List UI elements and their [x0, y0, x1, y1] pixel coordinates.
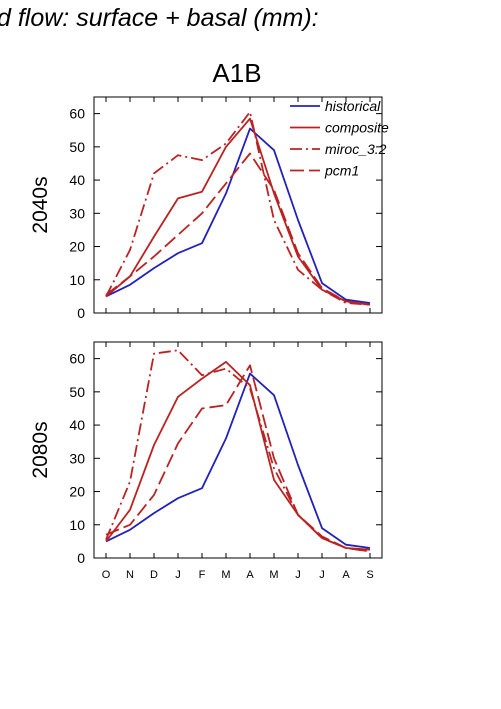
panel-2080s-plot: 0 10 20 30 40 50 60 — [69, 341, 383, 566]
y-tick-label: 30 — [69, 205, 85, 221]
series-line-composite-2080s — [105, 360, 371, 551]
legend-label-miroc_3.2: miroc_3.2 — [325, 141, 387, 157]
y-tick-label: 40 — [69, 417, 85, 433]
x-tick-label: D — [150, 569, 158, 581]
panel-2040s-frame — [93, 96, 383, 314]
scenario-title: A1B — [212, 58, 261, 88]
panel-2080s-ylabel: 2080s — [29, 421, 52, 478]
series-line-miroc_3.2-2080s — [105, 349, 371, 553]
panel-2040s-ylabel: 2040s — [29, 176, 52, 233]
series-line-miroc_3.2-2040s — [105, 111, 371, 306]
x-tick-label: A — [342, 569, 350, 581]
y-tick-label: 0 — [77, 550, 85, 566]
y-tick-label: 10 — [69, 272, 85, 288]
x-tick-label: M — [269, 569, 278, 581]
series-line-pcm1-2040s — [105, 152, 371, 306]
x-tick-label: M — [221, 569, 230, 581]
panel-2040s-plot: 0 10 20 30 40 50 60 — [69, 96, 383, 321]
x-tick-label: J — [319, 569, 325, 581]
x-tick-label: J — [295, 569, 301, 581]
y-tick-label: 30 — [69, 450, 85, 466]
legend-label-pcm1: pcm1 — [324, 163, 359, 179]
y-tick-label: 50 — [69, 139, 85, 155]
x-tick-label: A — [246, 569, 254, 581]
panel-2080s: 2080s 0 10 20 30 40 50 60 O N D J F M A M J J A S — [29, 341, 383, 581]
legend: historical composite miroc_3.2 pcm1 — [290, 98, 389, 179]
y-tick-label: 10 — [69, 517, 85, 533]
series-line-pcm1-2080s — [105, 364, 371, 553]
y-tick-label: 50 — [69, 384, 85, 400]
legend-label-composite: composite — [325, 120, 389, 136]
x-tick-label: O — [102, 569, 111, 581]
legend-label-historical: historical — [325, 98, 381, 114]
x-tick-label: J — [175, 569, 181, 581]
series-line-historical-2040s — [105, 127, 371, 304]
y-tick-label: 60 — [69, 351, 85, 367]
figure-title: d flow: surface + basal (mm): — [0, 4, 319, 32]
y-tick-label: 20 — [69, 239, 85, 255]
y-tick-label: 40 — [69, 172, 85, 188]
x-tick-label: F — [199, 569, 206, 581]
y-tick-label: 20 — [69, 484, 85, 500]
y-tick-label: 60 — [69, 106, 85, 122]
series-line-historical-2080s — [105, 372, 371, 549]
x-tick-label: S — [366, 569, 373, 581]
y-tick-label: 0 — [77, 305, 85, 321]
panel-2040s: 2040s 0 10 20 30 40 50 60 historical composite m… — [29, 96, 389, 321]
x-tick-label: N — [126, 569, 134, 581]
panel-2080s-frame — [93, 341, 383, 559]
